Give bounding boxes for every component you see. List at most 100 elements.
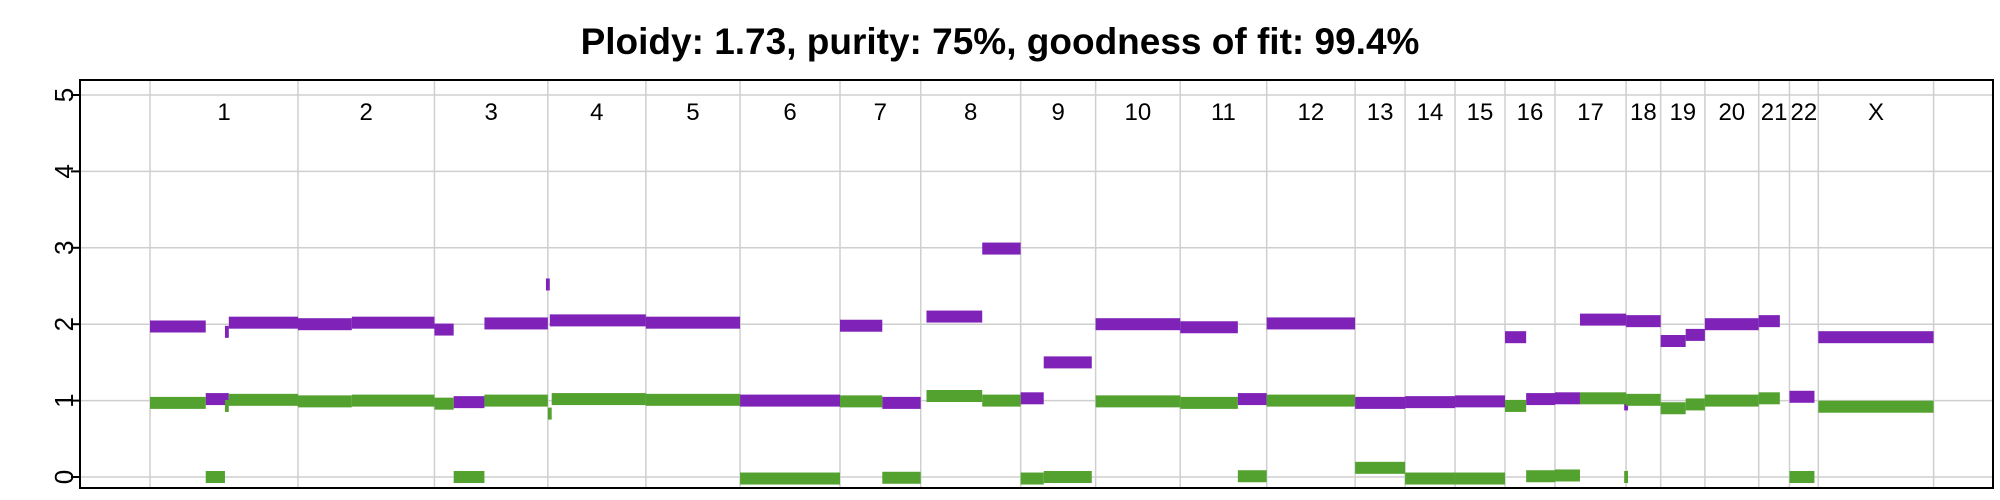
minor-segment [1818, 400, 1934, 413]
major-segment [1455, 395, 1506, 408]
major-segment [1266, 317, 1356, 330]
minor-segment [205, 471, 225, 483]
chromosome-label: 22 [1791, 99, 1818, 126]
chromosome-label: 6 [783, 99, 796, 126]
major-segment [926, 310, 983, 323]
y-tick-label: 0 [49, 470, 79, 484]
y-axis: 0 1 2 3 4 5 [49, 88, 80, 484]
major-segment [1237, 393, 1267, 406]
major-segment [549, 314, 646, 327]
minor-segment [839, 395, 883, 408]
major-segment [453, 396, 485, 409]
major-segment [1505, 331, 1527, 344]
major-segment [297, 318, 352, 331]
major-segment [1405, 396, 1456, 409]
segments [150, 242, 1934, 485]
chromosome-label: 20 [1718, 99, 1745, 126]
major-segment [982, 242, 1021, 255]
major-segment [545, 278, 550, 291]
major-copy-number-series [150, 242, 1934, 411]
chart-title: Ploidy: 1.73, purity: 75%, goodness of f… [581, 21, 1420, 62]
grid-lines [80, 80, 1993, 488]
chromosome-label: X [1868, 99, 1884, 126]
minor-segment [645, 393, 741, 406]
minor-segment [224, 399, 229, 412]
major-segment [205, 393, 229, 406]
minor-segment [150, 396, 206, 409]
minor-segment [926, 390, 983, 403]
major-segment [150, 320, 206, 333]
minor-segment [453, 471, 485, 483]
major-segment [1020, 392, 1044, 405]
major-segment [224, 325, 229, 338]
minor-segment [434, 397, 454, 410]
minor-segment [1095, 395, 1181, 408]
y-tick-label: 1 [49, 393, 79, 407]
major-segment [1685, 328, 1705, 341]
minor-segment [1020, 472, 1044, 485]
minor-segment [740, 472, 840, 485]
chromosome-label: 8 [964, 99, 977, 126]
chromosome-label: 7 [874, 99, 887, 126]
chromosome-label: 19 [1669, 99, 1696, 126]
major-segment [740, 394, 840, 407]
major-segment [1579, 313, 1627, 326]
minor-segment [484, 394, 548, 407]
minor-segment [1626, 393, 1661, 406]
minor-segment [1758, 392, 1780, 405]
major-segment [1818, 331, 1934, 344]
major-segment [351, 316, 435, 329]
chromosome-label: 2 [360, 99, 373, 126]
plot-frame [79, 79, 1994, 489]
chromosome-label: 17 [1577, 99, 1604, 126]
major-segment [1095, 318, 1181, 331]
minor-segment [1554, 469, 1580, 482]
y-tick-label: 3 [49, 241, 79, 255]
minor-segment [1043, 471, 1092, 483]
minor-segment [1789, 471, 1815, 483]
minor-segment [1355, 461, 1406, 474]
major-segment [1704, 318, 1759, 331]
major-segment [1626, 315, 1661, 328]
minor-segment [297, 395, 352, 408]
chromosome-label: 18 [1630, 99, 1657, 126]
chromosome-label: 21 [1761, 99, 1788, 126]
major-segment [1789, 390, 1815, 403]
minor-segment [882, 471, 921, 484]
major-segment [434, 323, 454, 336]
minor-segment [1455, 472, 1506, 485]
minor-segment [1266, 394, 1356, 407]
minor-segment [1704, 394, 1759, 407]
chromosome-label: 12 [1298, 99, 1325, 126]
major-segment [484, 317, 548, 330]
minor-copy-number-series [150, 390, 1934, 485]
minor-segment [1180, 396, 1238, 409]
major-segment [1660, 335, 1686, 348]
minor-segment [1685, 398, 1705, 411]
y-tick-label: 2 [49, 317, 79, 331]
minor-segment [1624, 471, 1629, 483]
chromosome-label: 14 [1417, 99, 1444, 126]
major-segment [882, 396, 921, 409]
minor-segment [1579, 392, 1627, 405]
minor-segment [547, 407, 552, 420]
chromosome-label: 9 [1051, 99, 1064, 126]
chromosome-label: 10 [1125, 99, 1152, 126]
minor-segment [982, 394, 1021, 407]
minor-segment [1237, 470, 1267, 483]
chromosome-labels: 1 2 3 4 5 6 7 8 9 10 11 12 13 14 15 16 17 18 19 20 21 22 X [217, 99, 1884, 126]
chromosome-label: 4 [590, 99, 603, 126]
y-tick-label: 5 [49, 88, 79, 102]
major-segment [645, 316, 741, 329]
major-segment [1180, 321, 1238, 334]
minor-segment [1505, 399, 1527, 412]
minor-segment [228, 393, 298, 406]
minor-segment [351, 394, 435, 407]
major-segment [228, 316, 298, 329]
y-tick-label: 4 [49, 164, 79, 178]
major-segment [1355, 396, 1406, 409]
major-segment [1043, 356, 1092, 369]
chromosome-label: 11 [1211, 99, 1236, 126]
minor-segment [1405, 472, 1456, 485]
